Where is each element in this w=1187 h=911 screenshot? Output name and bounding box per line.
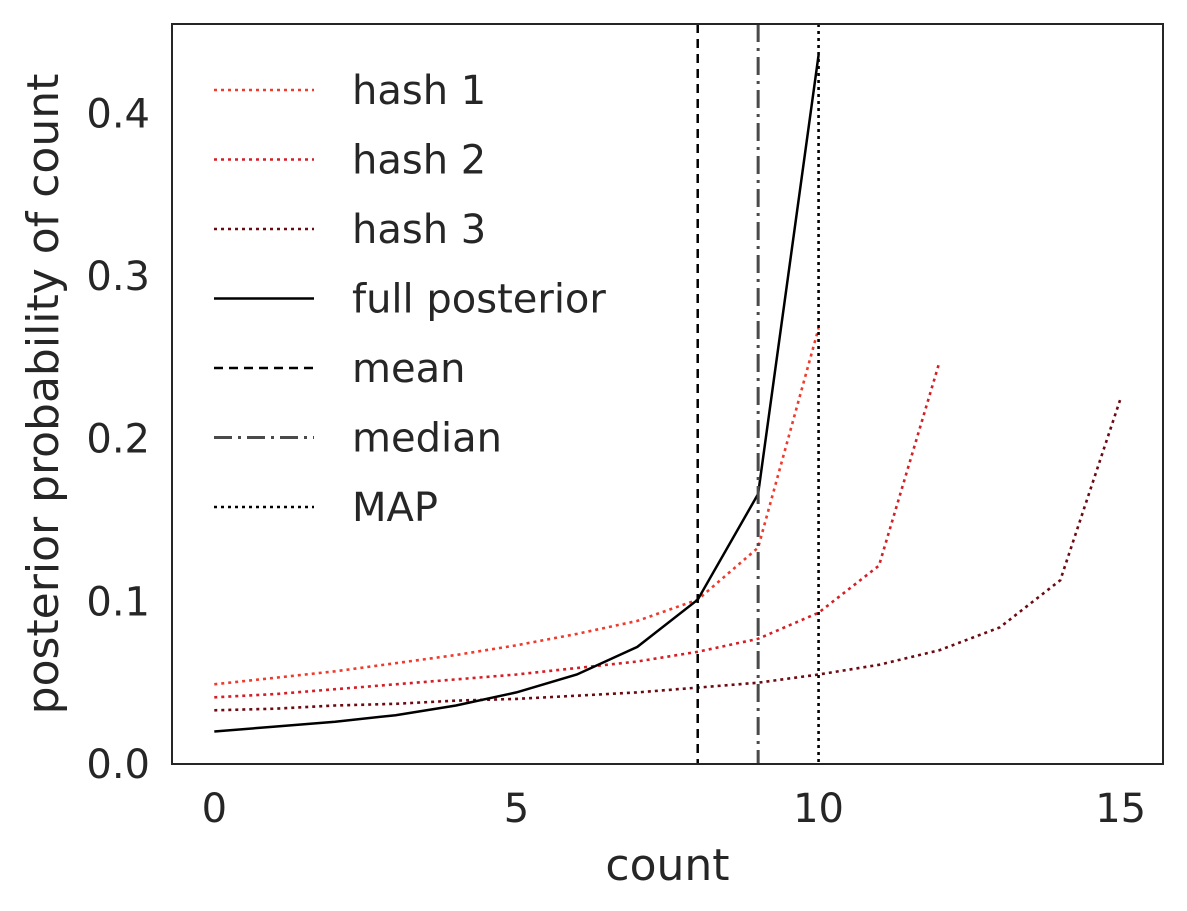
legend-label-hash-3: hash 3	[352, 207, 486, 253]
x-tick-label: 10	[793, 786, 844, 832]
y-tick-label: 0.1	[86, 579, 150, 625]
plot-frame	[171, 23, 1164, 765]
x-axis-label: count	[605, 840, 729, 891]
x-tick-label: 5	[504, 786, 529, 832]
series-line-2	[214, 361, 941, 699]
y-tick-label: 0.4	[86, 91, 150, 137]
series-line-4	[214, 54, 820, 733]
legend-label-map: MAP	[352, 485, 438, 531]
legend: hash 1 hash 2 hash 3 full posterior mean medi…	[214, 68, 606, 531]
series-line-1	[214, 327, 820, 686]
series-layer	[214, 24, 1122, 764]
legend-label-median: median	[352, 416, 502, 462]
x-tick-label: 15	[1095, 786, 1146, 832]
legend-label-mean: mean	[352, 346, 465, 392]
y-axis-label: posterior probability of count	[18, 74, 69, 715]
tick-layer: 0 5 10 15 0.0 0.1 0.2 0.3 0.4	[86, 91, 1146, 832]
series-line-3	[214, 397, 1122, 712]
x-tick-label: 0	[202, 786, 227, 832]
legend-label-hash-1: hash 1	[352, 68, 486, 114]
legend-label-hash-2: hash 2	[352, 138, 486, 184]
y-tick-label: 0.0	[86, 742, 150, 788]
y-tick-label: 0.2	[86, 417, 150, 463]
y-tick-label: 0.3	[86, 254, 150, 300]
legend-label-full-posterior: full posterior	[352, 277, 606, 323]
